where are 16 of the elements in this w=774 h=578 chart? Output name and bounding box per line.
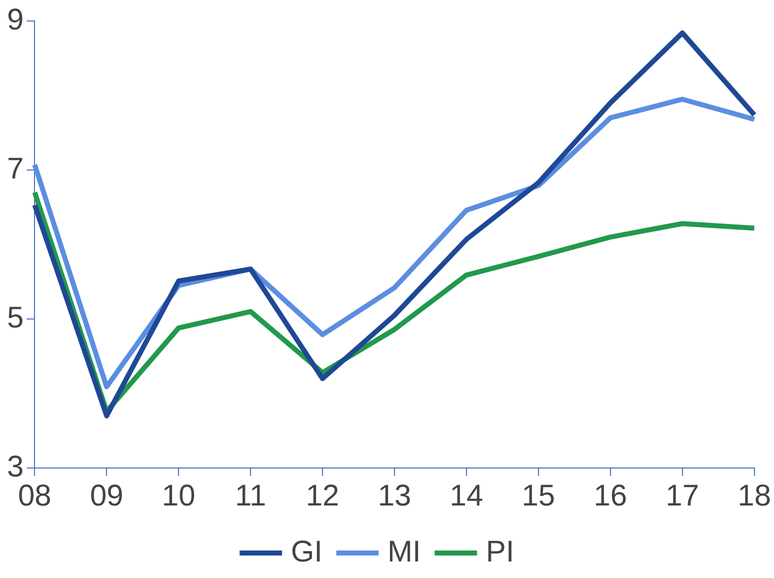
x-tick-label: 15 <box>522 479 556 512</box>
x-tick-label: 11 <box>234 479 266 512</box>
legend-label: PI <box>486 535 514 568</box>
y-tick-label: 5 <box>6 301 24 334</box>
x-tick-label: 13 <box>378 479 412 512</box>
y-tick-label: 9 <box>6 3 24 36</box>
x-tick-label: 10 <box>162 479 196 512</box>
x-tick-label: 14 <box>450 479 484 512</box>
x-tick-label: 12 <box>306 479 340 512</box>
x-tick-label: 09 <box>90 479 124 512</box>
x-tick-label: 16 <box>594 479 628 512</box>
x-tick-label: 17 <box>666 479 700 512</box>
legend-label: GI <box>290 535 322 568</box>
x-tick-label: 18 <box>738 479 772 512</box>
legend-label: MI <box>388 535 421 568</box>
y-tick-label: 7 <box>6 152 24 186</box>
